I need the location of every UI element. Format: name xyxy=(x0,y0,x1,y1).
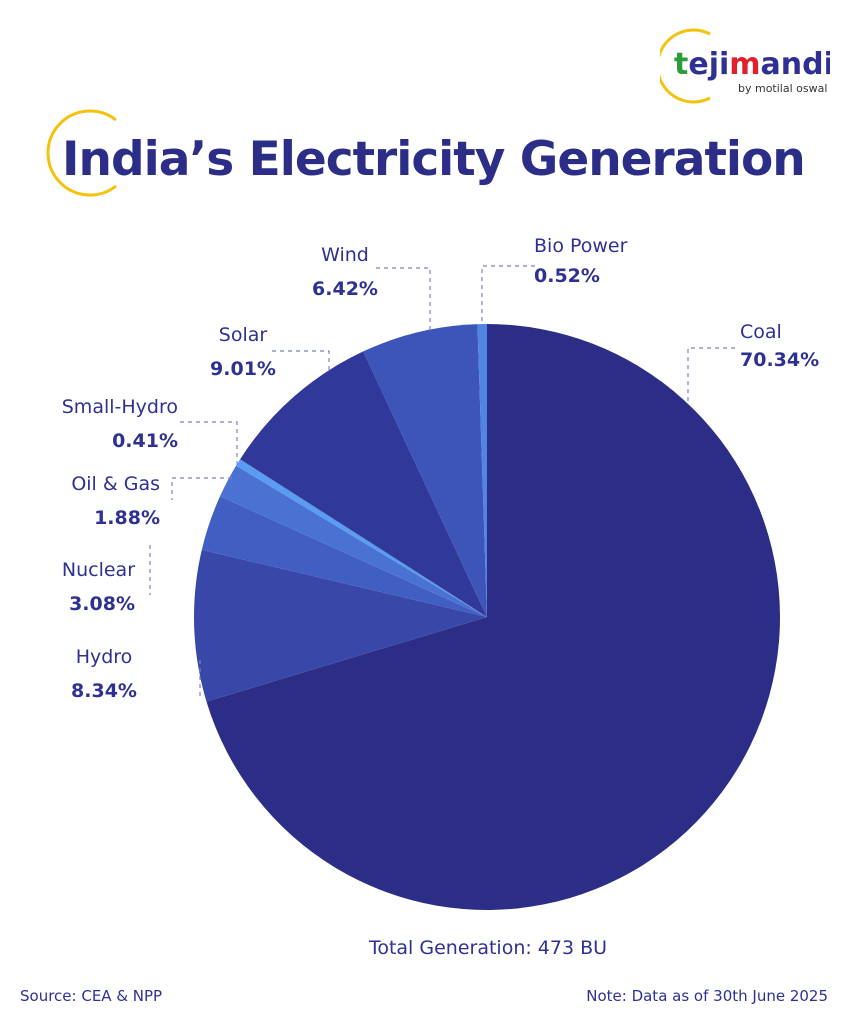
label-hydro: Hydro 8.34% xyxy=(66,645,142,703)
label-nuclear: Nuclear 3.08% xyxy=(20,558,135,616)
label-value: 8.34% xyxy=(71,680,137,702)
label-name: Hydro xyxy=(75,646,133,668)
leader-bio-power xyxy=(481,265,535,326)
source-note: Source: CEA & NPP xyxy=(20,987,163,1005)
decorative-arc xyxy=(46,109,117,197)
pie-slice-hydro xyxy=(194,549,488,702)
leader-oil-gas xyxy=(171,477,232,500)
total-generation: Total Generation: 473 BU xyxy=(368,937,608,959)
label-value: 1.88% xyxy=(94,507,160,529)
label-coal: Coal 70.34% xyxy=(740,320,819,372)
svg-text:tejimandi: tejimandi xyxy=(674,47,830,82)
label-name: Oil & Gas xyxy=(71,473,160,495)
label-value: 0.52% xyxy=(534,265,600,287)
page-title: India’s Electricity Generation xyxy=(62,132,806,187)
svg-text:by motilal oswal: by motilal oswal xyxy=(738,82,827,95)
label-bio-power: Bio Power 0.52% xyxy=(534,234,627,288)
pie-slice-wind xyxy=(363,324,487,617)
label-value: 9.01% xyxy=(210,358,276,380)
label-value: 70.34% xyxy=(740,349,820,371)
label-value: 6.42% xyxy=(312,278,378,300)
label-solar: Solar 9.01% xyxy=(200,323,286,381)
leader-wind xyxy=(376,267,431,330)
label-wind: Wind 6.42% xyxy=(290,243,400,301)
pie-slice-small-hydro xyxy=(236,459,487,617)
label-name: Nuclear xyxy=(61,559,135,581)
label-name: Coal xyxy=(740,321,782,343)
leader-solar xyxy=(272,350,330,372)
pie-slice-coal xyxy=(206,324,781,911)
label-name: Small-Hydro xyxy=(61,396,178,418)
label-oil-gas: Oil & Gas 1.88% xyxy=(20,472,160,530)
label-value: 3.08% xyxy=(69,593,135,615)
data-date-note: Note: Data as of 30th June 2025 xyxy=(586,987,828,1005)
pie-slice-bio-power xyxy=(477,324,487,617)
label-name: Bio Power xyxy=(534,235,628,257)
leader-small-hydro xyxy=(180,421,238,466)
pie-slice-nuclear xyxy=(201,496,487,617)
pie-slice-oil-gas xyxy=(220,465,487,617)
label-name: Solar xyxy=(218,324,268,346)
tejimandi-logo: tejimandi by motilal oswal xyxy=(656,26,834,106)
label-value: 0.41% xyxy=(112,430,178,452)
label-small-hydro: Small-Hydro 0.41% xyxy=(20,395,178,453)
pie-slice-solar xyxy=(240,351,487,617)
leader-coal xyxy=(687,347,735,402)
label-name: Wind xyxy=(321,244,369,266)
